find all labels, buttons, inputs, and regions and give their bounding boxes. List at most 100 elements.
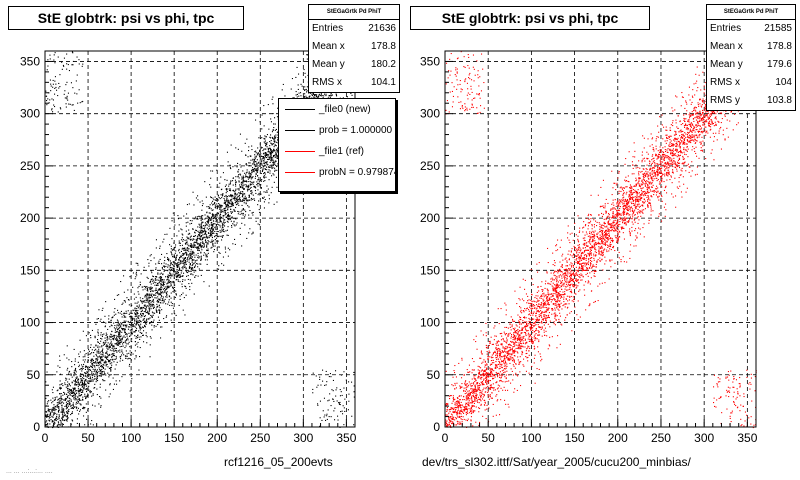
scatter-point [224,219,226,221]
scatter-point [52,392,54,394]
scatter-point [235,204,237,206]
scatter-point [265,148,267,150]
scatter-point [157,296,159,298]
scatter-point [161,289,163,291]
scatter-point [135,324,137,326]
scatter-point [141,286,143,288]
scatter-point [45,397,47,399]
scatter-point [334,407,336,409]
scatter-point [346,96,348,98]
scatter-point [121,327,123,329]
scatter-point [73,392,75,394]
scatter-point [63,408,65,410]
scatter-point [52,86,54,88]
scatter-point [64,97,66,99]
scatter-point [52,386,54,388]
scatter-point [245,163,247,165]
scatter-point [227,221,229,223]
scatter-point [124,332,126,334]
scatter-point [124,340,126,342]
scatter-point [157,262,159,264]
scatter-point [176,266,178,268]
scatter-point [170,297,172,299]
scatter-point [169,227,171,229]
scatter-point [152,280,154,282]
scatter-point [197,266,199,268]
scatter-point [66,97,68,99]
scatter-point [84,388,86,390]
scatter-point [125,325,127,327]
scatter-point [72,391,74,393]
scatter-point [47,424,49,426]
scatter-point [134,350,136,352]
scatter-point [149,309,151,311]
scatter-point [147,259,149,261]
scatter-point [76,376,78,378]
scatter-point [267,188,269,190]
scatter-point [52,99,54,101]
scatter-point [98,367,100,369]
scatter-point [194,241,196,243]
scatter-point [134,331,136,333]
scatter-point [199,201,201,203]
scatter-point [75,395,77,397]
scatter-point [223,231,225,233]
scatter-point [211,228,213,230]
scatter-point [89,377,91,379]
scatter-point [185,261,187,263]
scatter-point [137,316,139,318]
scatter-point [177,273,179,275]
scatter-point [83,378,85,380]
scatter-point [218,205,220,207]
scatter-point [274,162,276,164]
scatter-point [147,290,149,292]
scatter-point [155,247,157,249]
scatter-point [106,353,108,355]
scatter-point [141,301,143,303]
scatter-point [96,318,98,320]
scatter-point [159,247,161,249]
scatter-point [219,208,221,210]
scatter-point [53,406,55,408]
scatter-point [256,165,258,167]
scatter-point [107,328,109,330]
scatter-point [116,383,118,385]
scatter-point [219,205,221,207]
scatter-point [272,163,274,165]
scatter-point [135,336,137,338]
scatter-point [172,307,174,309]
scatter-point [249,165,251,167]
scatter-point [196,263,198,265]
scatter-point [105,356,107,358]
scatter-point [90,365,92,367]
scatter-point [47,59,49,61]
scatter-point [57,398,59,400]
scatter-point [259,154,261,156]
scatter-point [251,149,253,151]
scatter-point [77,361,79,363]
scatter-point [59,397,61,399]
scatter-point [242,181,244,183]
scatter-point [150,291,152,293]
scatter-point [228,215,230,217]
scatter-point [264,180,266,182]
scatter-point [185,261,187,263]
scatter-point [253,162,255,164]
scatter-point [199,256,201,258]
scatter-point [73,348,75,350]
scatter-point [210,241,212,243]
scatter-point [105,352,107,354]
scatter-point [155,308,157,310]
scatter-point [112,338,114,340]
scatter-point [272,137,274,139]
scatter-point [137,322,139,324]
scatter-point [115,343,117,345]
scatter-point [79,391,81,393]
scatter-point [155,289,157,291]
scatter-point [247,176,249,178]
scatter-point [168,260,170,262]
scatter-point [110,370,112,372]
scatter-point [225,204,227,206]
scatter-point [179,257,181,259]
scatter-point [261,179,263,181]
